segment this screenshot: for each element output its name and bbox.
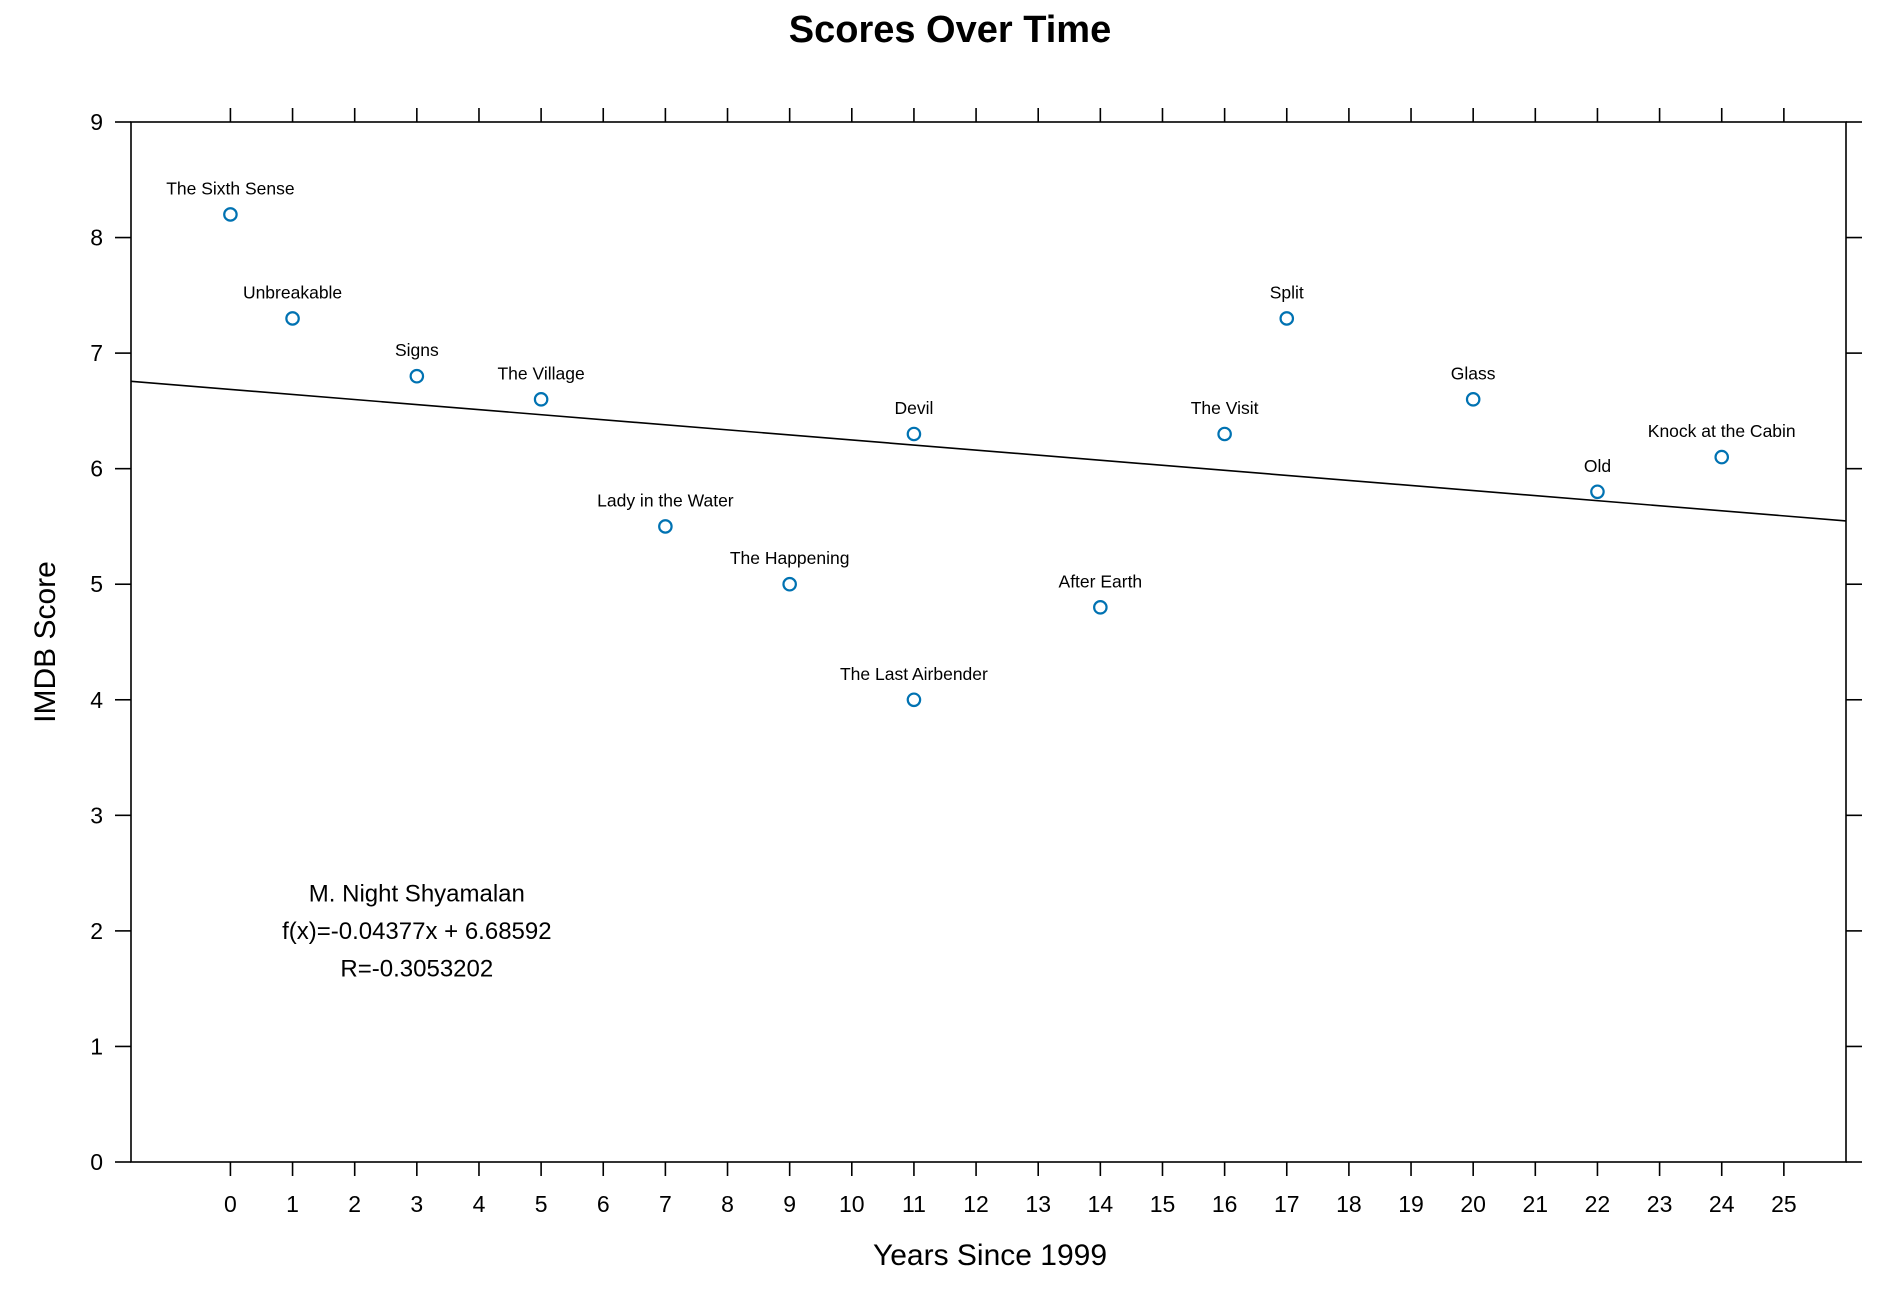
annotation-line: f(x)=-0.04377x + 6.68592 bbox=[282, 918, 552, 945]
data-point bbox=[658, 519, 673, 534]
y-tick-label: 9 bbox=[90, 109, 103, 135]
regression-annotation: M. Night Shyamalan f(x)=-0.04377x + 6.685… bbox=[282, 880, 552, 982]
data-point bbox=[223, 207, 238, 222]
x-tick-label: 10 bbox=[839, 1191, 865, 1217]
y-tick-label: 7 bbox=[90, 340, 103, 366]
regression-line bbox=[130, 380, 1847, 522]
x-tick-label: 14 bbox=[1088, 1191, 1114, 1217]
point-label: The Last Airbender bbox=[840, 664, 988, 684]
x-tick-label: 23 bbox=[1647, 1191, 1673, 1217]
x-tick-label: 6 bbox=[597, 1191, 610, 1217]
x-tick-label: 22 bbox=[1585, 1191, 1611, 1217]
annotation-line: R=-0.3053202 bbox=[340, 955, 493, 982]
point-label: Glass bbox=[1451, 363, 1496, 383]
data-points bbox=[223, 207, 1730, 708]
data-point bbox=[906, 426, 922, 442]
point-label: Devil bbox=[894, 398, 933, 418]
y-tick-label: 5 bbox=[90, 571, 103, 597]
x-tick-label: 7 bbox=[659, 1191, 672, 1217]
y-tick-label: 2 bbox=[90, 918, 103, 944]
data-point bbox=[906, 692, 922, 708]
x-tick-label: 18 bbox=[1336, 1191, 1362, 1217]
point-label: The Happening bbox=[730, 548, 850, 568]
x-tick-label: 0 bbox=[224, 1191, 237, 1217]
regression-line-layer bbox=[130, 380, 1847, 522]
y-tick-label: 0 bbox=[90, 1149, 103, 1175]
point-label: After Earth bbox=[1059, 571, 1143, 591]
x-axis-label: Years Since 1999 bbox=[873, 1239, 1107, 1272]
data-point bbox=[409, 368, 425, 384]
y-axis-label: IMDB Score bbox=[29, 561, 62, 723]
y-tick-label: 8 bbox=[90, 225, 103, 251]
point-label: Knock at the Cabin bbox=[1648, 421, 1796, 441]
x-tick-label: 24 bbox=[1709, 1191, 1735, 1217]
point-label: Signs bbox=[395, 340, 439, 360]
data-point bbox=[1217, 426, 1232, 442]
data-point bbox=[533, 392, 549, 407]
plot-frame bbox=[130, 121, 1847, 1163]
annotation-line: M. Night Shyamalan bbox=[309, 880, 525, 907]
y-tick-label: 6 bbox=[90, 456, 103, 482]
y-tick-label: 4 bbox=[90, 687, 103, 713]
y-axis-ticks: 0 1 2 3 4 5 6 7 8 9 bbox=[90, 109, 1862, 1175]
x-tick-label: 19 bbox=[1398, 1191, 1424, 1217]
chart-title: Scores Over Time bbox=[789, 9, 1111, 51]
x-tick-label: 25 bbox=[1771, 1191, 1797, 1217]
data-point bbox=[1279, 311, 1295, 326]
data-point bbox=[285, 311, 300, 326]
x-tick-label: 3 bbox=[410, 1191, 423, 1217]
y-tick-label: 3 bbox=[90, 802, 103, 828]
point-label: Unbreakable bbox=[243, 282, 342, 302]
point-label: The Village bbox=[497, 363, 584, 383]
x-tick-label: 1 bbox=[286, 1191, 299, 1217]
x-tick-label: 2 bbox=[348, 1191, 361, 1217]
point-labels: The Sixth Sense Unbreakable Signs The Villa… bbox=[166, 178, 1795, 683]
x-tick-label: 13 bbox=[1025, 1191, 1051, 1217]
x-tick-label: 5 bbox=[535, 1191, 548, 1217]
x-tick-label: 16 bbox=[1212, 1191, 1238, 1217]
x-tick-label: 8 bbox=[721, 1191, 734, 1217]
point-label: Lady in the Water bbox=[597, 490, 734, 510]
point-label: Old bbox=[1584, 456, 1611, 476]
y-tick-label: 1 bbox=[90, 1033, 103, 1059]
x-tick-label: 20 bbox=[1460, 1191, 1486, 1217]
data-point bbox=[782, 576, 797, 592]
data-point bbox=[1714, 449, 1730, 465]
point-label: The Visit bbox=[1191, 398, 1259, 418]
x-tick-label: 9 bbox=[783, 1191, 796, 1217]
x-axis-ticks: 0 1 2 3 4 5 6 7 8 9 10 11 12 13 14 15 16 17 18 19 20 21 22 23 24… bbox=[224, 108, 1797, 1217]
data-point bbox=[1093, 600, 1108, 615]
point-label: Split bbox=[1270, 282, 1304, 302]
data-point bbox=[1465, 392, 1481, 407]
x-tick-label: 4 bbox=[473, 1191, 486, 1217]
x-tick-label: 21 bbox=[1523, 1191, 1549, 1217]
data-point bbox=[1590, 484, 1605, 500]
x-tick-label: 12 bbox=[963, 1191, 989, 1217]
point-label: The Sixth Sense bbox=[166, 178, 294, 198]
x-tick-label: 17 bbox=[1274, 1191, 1300, 1217]
x-tick-label: 15 bbox=[1150, 1191, 1176, 1217]
x-tick-label: 11 bbox=[902, 1191, 926, 1217]
